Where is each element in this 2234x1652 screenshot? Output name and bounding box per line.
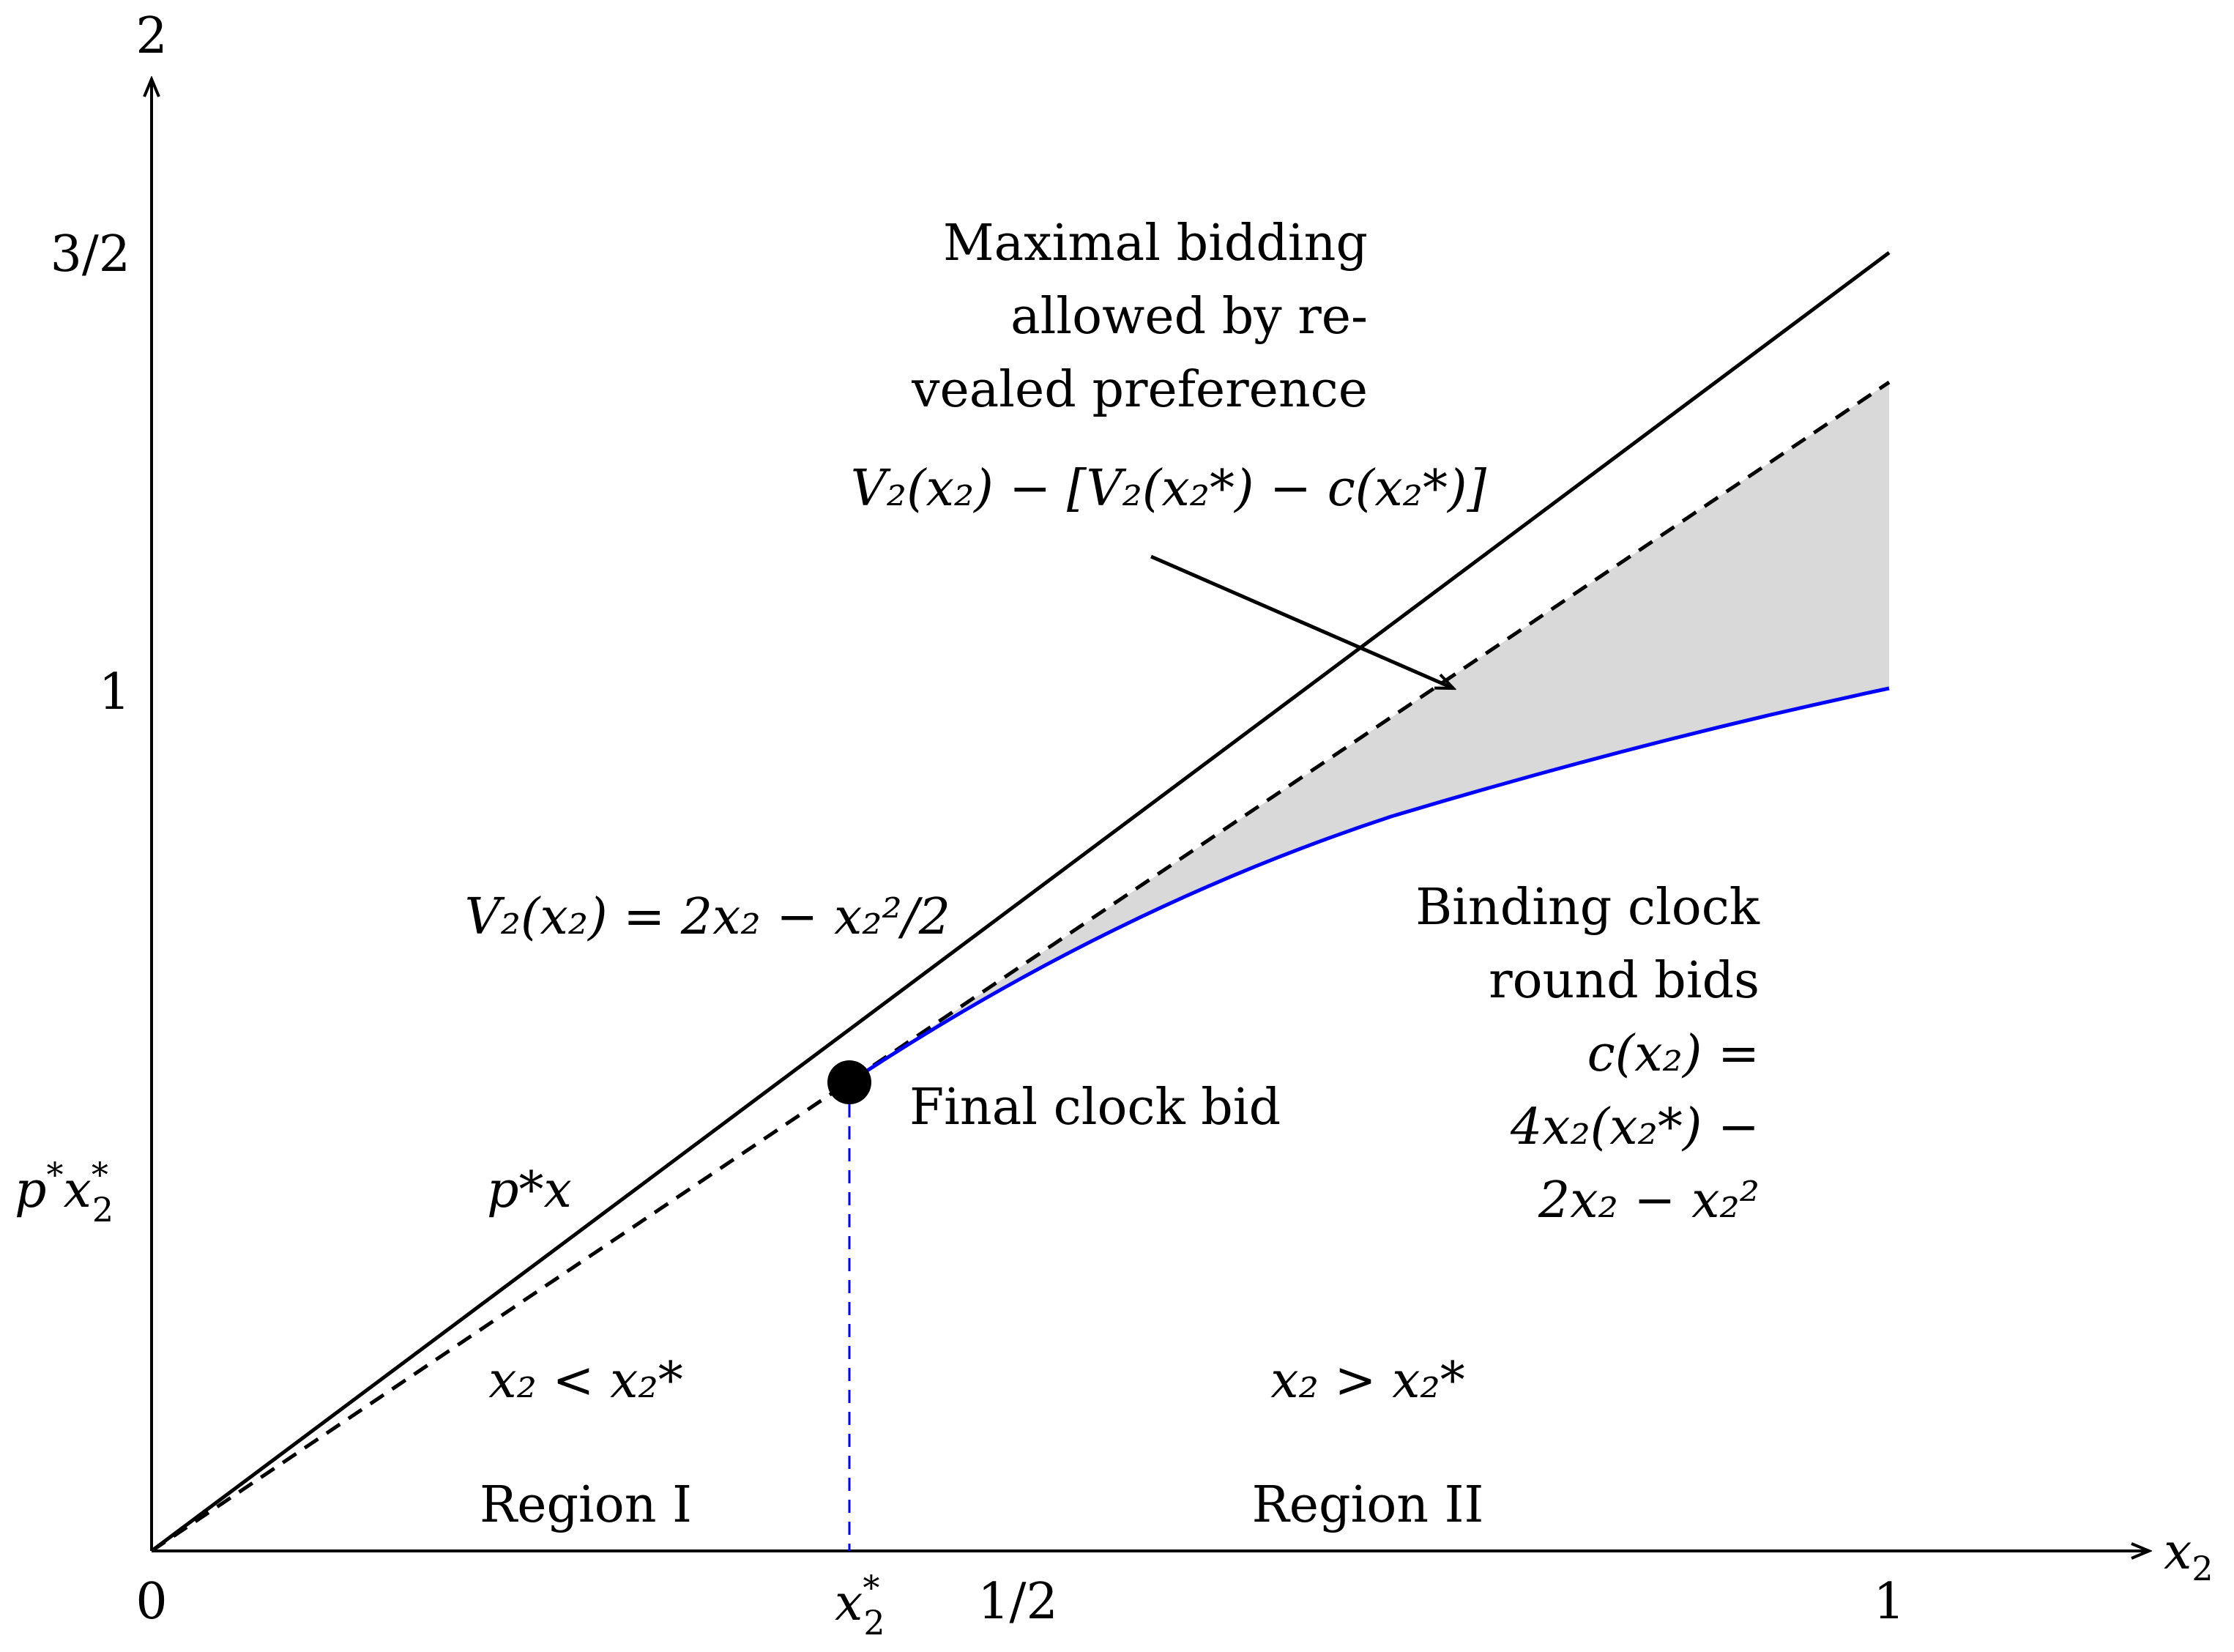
x-tick-half: 1/2 bbox=[978, 1573, 1057, 1631]
y-tick-p-star-x2-star: p*x* 2 bbox=[15, 1155, 113, 1229]
annotation-arrow bbox=[1150, 554, 1453, 691]
maximal-bidding-line-1: Maximal bidding bbox=[943, 215, 1368, 272]
x-tick-0: 0 bbox=[135, 1573, 167, 1631]
binding-line-5: 2x₂ − x₂² bbox=[1538, 1172, 1760, 1229]
binding-line-3: c(x₂) = bbox=[1587, 1025, 1760, 1083]
v2-formula: V₂(x₂) = 2x₂ − x₂²/2 bbox=[465, 888, 950, 946]
y-axis-top-label: 2 bbox=[135, 7, 167, 65]
maximal-bidding-formula: V₂(x₂) − [V₂(x₂*) − c(x₂*)] bbox=[851, 460, 1487, 518]
y-tick-1: 1 bbox=[99, 663, 130, 721]
binding-line-2: round bids bbox=[1489, 952, 1760, 1010]
region-2-condition: x₂ > x₂* bbox=[1270, 1352, 1464, 1410]
v2-solid-line bbox=[150, 250, 1891, 1553]
y-tick-three-halves: 3/2 bbox=[51, 226, 130, 283]
region-1-condition: x₂ < x₂* bbox=[488, 1352, 682, 1410]
region-1-label: Region I bbox=[480, 1476, 692, 1534]
p-star-x-dashed-line bbox=[150, 380, 1891, 1553]
final-clock-bid-label: Final clock bid bbox=[909, 1079, 1281, 1136]
binding-clock-curve bbox=[848, 686, 1890, 1084]
region-2-label: Region II bbox=[1252, 1476, 1484, 1534]
binding-line-1: Binding clock bbox=[1415, 879, 1760, 937]
x-tick-1: 1 bbox=[1873, 1573, 1905, 1631]
binding-line-4: 4x₂(x₂*) − bbox=[1510, 1098, 1760, 1156]
p-star-x-label: p*x bbox=[487, 1161, 572, 1219]
x-axis-label: x2 bbox=[2164, 1523, 2213, 1588]
maximal-bidding-line-2: allowed by re- bbox=[1010, 288, 1368, 346]
final-clock-bid-point bbox=[827, 1060, 871, 1104]
x-tick-x2-star: x* 2 bbox=[835, 1568, 885, 1642]
maximal-bidding-line-3: vealed preference bbox=[911, 361, 1368, 419]
